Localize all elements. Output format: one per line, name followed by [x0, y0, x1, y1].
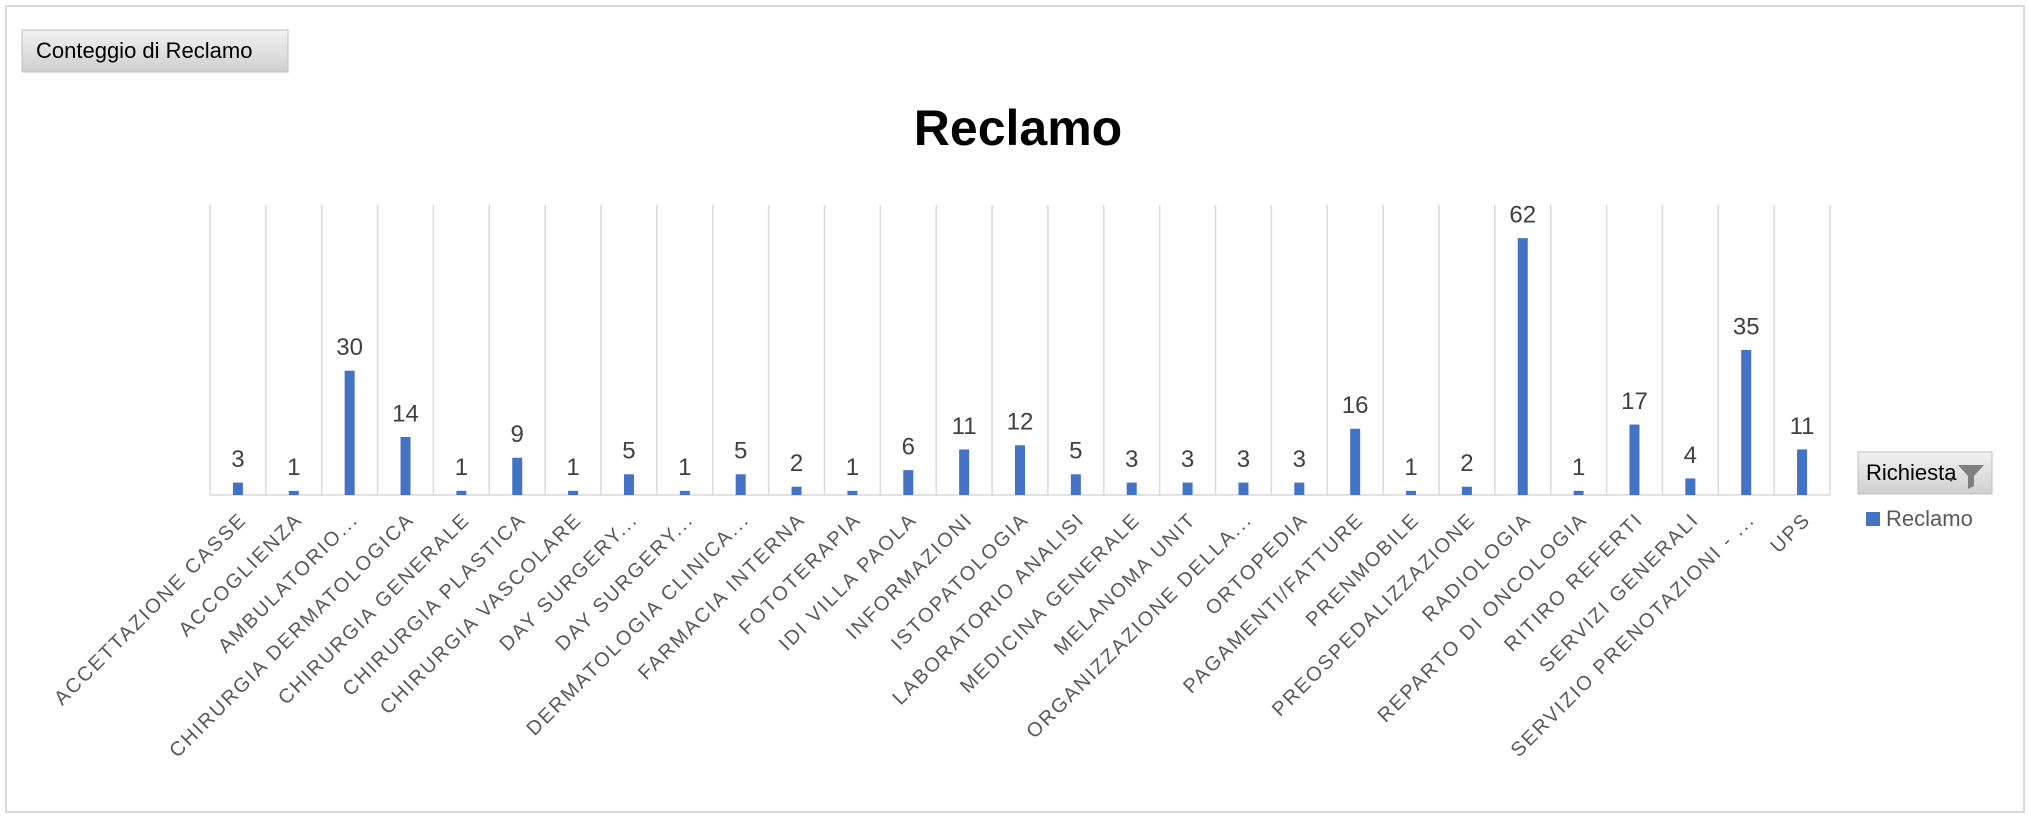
bar [735, 474, 746, 495]
data-label: 1 [678, 454, 691, 481]
bar [1070, 474, 1081, 495]
bar [456, 490, 467, 495]
bar [623, 474, 634, 495]
data-label: 1 [846, 454, 859, 481]
data-label: 3 [1125, 446, 1138, 473]
bar [1629, 424, 1640, 495]
bar [1126, 482, 1137, 495]
data-label: 1 [1572, 454, 1585, 481]
data-label: 1 [566, 454, 579, 481]
axis-field-label: Richiesta [1866, 460, 1957, 485]
filter-icon [1958, 465, 1984, 489]
bar [903, 470, 914, 495]
bar [791, 486, 802, 495]
data-label: 4 [1684, 442, 1697, 469]
dropdown-icon [1948, 478, 1954, 482]
legend-swatch [1866, 512, 1880, 526]
data-label: 62 [1509, 201, 1536, 228]
bar [679, 490, 690, 495]
bar [959, 449, 970, 495]
data-label: 11 [952, 413, 977, 440]
bar [1741, 350, 1752, 495]
bar [847, 490, 858, 495]
value-field-button[interactable] [21, 29, 289, 73]
data-label: 12 [1007, 409, 1034, 436]
bar [1461, 486, 1472, 495]
data-label: 5 [1069, 438, 1082, 465]
bar [512, 457, 523, 495]
bar [1294, 482, 1305, 495]
data-label: 2 [790, 450, 803, 477]
data-label: 3 [1293, 446, 1306, 473]
bar [232, 482, 243, 495]
data-label: 35 [1733, 313, 1760, 340]
bar [1015, 445, 1025, 495]
data-label: 5 [734, 438, 747, 465]
data-label: 3 [231, 446, 244, 473]
data-label: 17 [1621, 388, 1648, 415]
data-label: 30 [336, 334, 363, 361]
data-label: 1 [455, 454, 468, 481]
bar [1406, 490, 1417, 495]
data-label: 1 [1404, 454, 1417, 481]
bar [1238, 482, 1249, 495]
bar [288, 490, 299, 495]
data-label: 11 [1790, 413, 1815, 440]
bar [400, 437, 411, 495]
bar [344, 370, 355, 495]
bar [1685, 478, 1696, 495]
data-label: 6 [902, 433, 915, 460]
bar [1797, 449, 1808, 495]
value-field-label: Conteggio di Reclamo [36, 38, 252, 63]
data-label: 1 [287, 454, 300, 481]
data-label: 2 [1460, 450, 1473, 477]
data-label: 5 [622, 438, 635, 465]
data-label: 9 [511, 421, 524, 448]
chart-title: Reclamo [914, 100, 1122, 156]
legend-label: Reclamo [1886, 506, 1973, 531]
bar [568, 490, 579, 495]
data-label: 3 [1181, 446, 1194, 473]
data-label: 3 [1237, 446, 1250, 473]
bar [1517, 238, 1528, 495]
bar [1350, 428, 1361, 495]
bar [1573, 490, 1584, 495]
chart-frame [5, 5, 2025, 813]
data-label: 14 [392, 400, 419, 427]
bar [1182, 482, 1193, 495]
data-label: 16 [1342, 392, 1369, 419]
